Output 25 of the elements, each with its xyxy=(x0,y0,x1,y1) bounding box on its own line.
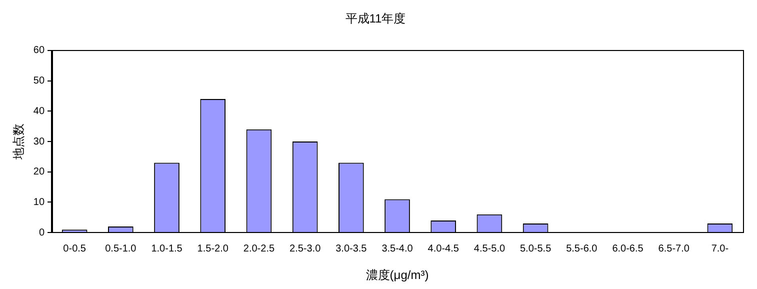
y-tick-label: 40 xyxy=(33,106,45,117)
x-tick-label: 4.0-4.5 xyxy=(428,243,460,254)
y-axis-title: 地点数 xyxy=(12,124,26,160)
x-tick-label: 7.0- xyxy=(711,243,729,254)
x-tick-label: 5.5-6.0 xyxy=(566,243,598,254)
y-tick-label: 60 xyxy=(33,45,45,56)
x-tick-label: 6.0-6.5 xyxy=(612,243,644,254)
x-tick-label: 6.5-7.0 xyxy=(658,243,690,254)
x-tick-label: 3.5-4.0 xyxy=(382,243,414,254)
x-tick-label: 5.0-5.5 xyxy=(520,243,552,254)
y-tick-label: 50 xyxy=(33,76,45,87)
x-tick-label: 0.5-1.0 xyxy=(105,243,137,254)
y-tick-label: 0 xyxy=(38,227,45,238)
x-axis-title: 濃度(μg/m³) xyxy=(366,268,429,282)
x-tick-label: 2.0-2.5 xyxy=(243,243,275,254)
x-tick-label: 1.5-2.0 xyxy=(197,243,229,254)
x-tick-label: 0-0.5 xyxy=(63,243,86,254)
y-tick-label: 30 xyxy=(33,136,45,148)
y-tick-label: 20 xyxy=(33,166,45,178)
x-tick-label: 2.5-3.0 xyxy=(289,243,322,254)
x-tick-label: 3.0-3.5 xyxy=(336,243,368,254)
x-tick-label: 4.5-5.0 xyxy=(474,243,506,254)
x-tick-label: 1.0-1.5 xyxy=(151,243,183,254)
chart-title: 平成11年度 xyxy=(345,12,406,26)
y-tick-label: 10 xyxy=(33,196,45,208)
